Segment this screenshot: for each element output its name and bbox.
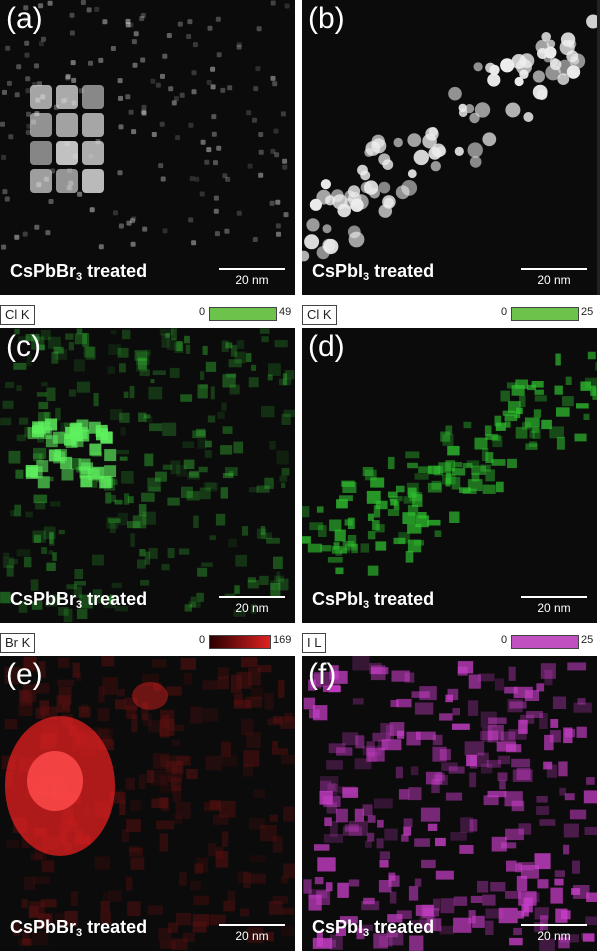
panel-c: (c) CsPbBr3 treated 20 nm [0, 328, 295, 623]
panel-caption: CsPbI3 treated [312, 589, 434, 611]
map-header-e: Br K 0 169 [0, 630, 295, 654]
caption-end: treated [82, 917, 148, 937]
caption-subscript: 3 [76, 271, 83, 283]
scale-bar: 20 nm [219, 268, 285, 287]
panel-a: (a) CsPbBr3 treated 20 nm [0, 0, 295, 295]
colorbar [511, 307, 579, 321]
caption-main: CsPbI [312, 589, 364, 609]
element-label: Cl K [0, 305, 35, 325]
panel-letter: (c) [6, 330, 41, 363]
panel-f-image [303, 656, 597, 951]
panel-d-image [302, 351, 597, 576]
scale-label: 20 nm [537, 929, 571, 943]
panel-letter: (d) [308, 330, 345, 363]
panel-e-image [1, 656, 295, 950]
panel-caption: CsPbBr3 treated [10, 261, 147, 283]
panel-b: (b) CsPbI3 treated 20 nm [302, 0, 597, 295]
caption-subscript: 3 [76, 927, 83, 939]
caption-main: CsPbI [312, 917, 364, 937]
panel-letter: (b) [308, 2, 345, 35]
scale-bar: 20 nm [521, 596, 587, 615]
caption-end: treated [82, 261, 148, 281]
panel-letter: (a) [6, 2, 43, 35]
scale-bar: 20 nm [219, 924, 285, 943]
caption-end: treated [82, 589, 148, 609]
caption-end: treated [369, 589, 435, 609]
element-label: Br K [0, 633, 36, 653]
panel-a-image [0, 0, 290, 250]
map-header-c: Cl K 0 49 [0, 302, 295, 326]
colorbar-min: 0 [199, 306, 206, 318]
caption-end: treated [369, 261, 435, 281]
scale-label: 20 nm [537, 273, 571, 287]
element-label: Cl K [302, 305, 337, 325]
colorbar-min: 0 [199, 634, 206, 646]
caption-subscript: 3 [363, 927, 370, 939]
colorbar-min: 0 [501, 634, 508, 646]
scale-bar: 20 nm [219, 596, 285, 615]
colorbar-max: 25 [581, 306, 594, 318]
panel-caption: CsPbBr3 treated [10, 917, 147, 939]
element-label: I L [302, 633, 327, 653]
map-header-f: I L 0 25 [302, 630, 597, 654]
panel-d: (d) CsPbI3 treated 20 nm [302, 328, 597, 623]
panel-letter: (f) [308, 658, 337, 691]
colorbar-max: 25 [581, 634, 594, 646]
map-header-d: Cl K 0 25 [302, 302, 597, 326]
scale-label: 20 nm [235, 929, 269, 943]
colorbar-max: 169 [273, 634, 292, 646]
caption-main: CsPbBr [10, 917, 77, 937]
scale-label: 20 nm [235, 601, 269, 615]
colorbar-min: 0 [501, 306, 508, 318]
scale-label: 20 nm [537, 601, 571, 615]
caption-main: CsPbI [312, 261, 364, 281]
colorbar [209, 635, 271, 649]
panel-f: (f) CsPbI3 treated 20 nm [302, 656, 597, 951]
panel-letter: (e) [6, 658, 43, 691]
scale-bar: 20 nm [521, 268, 587, 287]
scale-bar: 20 nm [521, 924, 587, 943]
caption-main: CsPbBr [10, 261, 77, 281]
colorbar-max: 49 [279, 306, 292, 318]
panel-e: (e) CsPbBr3 treated 20 nm [0, 656, 295, 951]
panel-caption: CsPbI3 treated [312, 261, 434, 283]
panel-caption: CsPbI3 treated [312, 917, 434, 939]
caption-subscript: 3 [363, 271, 370, 283]
panel-c-image [0, 328, 295, 623]
panel-caption: CsPbBr3 treated [10, 589, 147, 611]
colorbar [209, 307, 277, 321]
caption-end: treated [369, 917, 435, 937]
panel-b-image [302, 14, 597, 262]
caption-subscript: 3 [363, 599, 370, 611]
scale-label: 20 nm [235, 273, 269, 287]
colorbar [511, 635, 579, 649]
caption-subscript: 3 [76, 599, 83, 611]
caption-main: CsPbBr [10, 589, 77, 609]
page-edge [597, 0, 600, 295]
